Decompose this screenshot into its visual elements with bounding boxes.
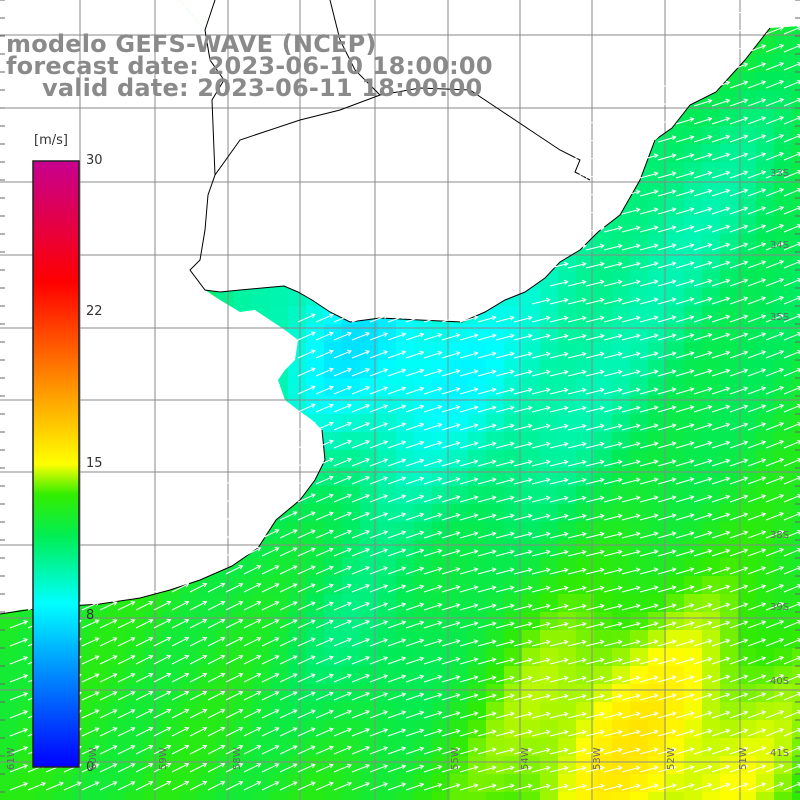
colorbar-tick: 0 <box>86 760 95 775</box>
lon-label: 55W <box>450 747 461 770</box>
colorbar-unit: [m/s] <box>34 133 68 148</box>
land-mask <box>0 0 800 614</box>
lat-label: 41S <box>770 748 790 759</box>
colorbar-tick: 22 <box>86 304 103 319</box>
lon-label: 52W <box>666 747 677 770</box>
lon-label: 61W <box>6 747 17 770</box>
colorbar <box>32 160 80 768</box>
lat-label: 35S <box>770 312 790 323</box>
lon-label: 58W <box>232 747 243 770</box>
lon-label: 54W <box>520 747 531 770</box>
lat-label: 38S <box>770 530 790 541</box>
map-title: modelo GEFS-WAVE (NCEP) <box>6 30 377 58</box>
colorbar-tick: 30 <box>86 153 103 168</box>
lon-label: 59W <box>158 747 169 770</box>
lat-label: 39S <box>770 602 790 613</box>
lat-label: 33S <box>770 168 790 179</box>
coastline <box>0 0 771 615</box>
wind-vectors <box>9 7 800 791</box>
lon-label: 53W <box>592 747 603 770</box>
forecast-date: forecast date: 2023-06-10 18:00:00 <box>6 52 493 80</box>
valid-date: valid date: 2023-06-11 18:00:00 <box>42 74 483 102</box>
colorbar-tick: 8 <box>86 608 95 623</box>
lat-label: 34S <box>770 240 790 251</box>
colorbar-tick: 15 <box>86 456 103 471</box>
lon-label: 60W <box>88 747 99 770</box>
lon-label: 51W <box>738 747 749 770</box>
lat-label: 40S <box>770 676 790 687</box>
